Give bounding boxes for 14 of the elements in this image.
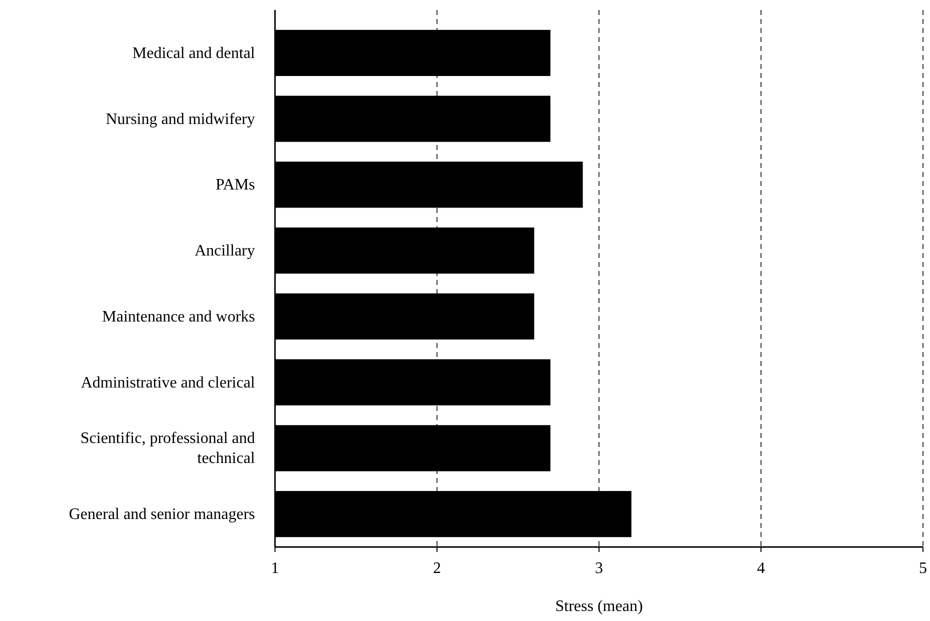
y-tick-label: Administrative and clerical bbox=[80, 374, 256, 392]
y-tick-label: Medical and dental bbox=[132, 44, 256, 62]
x-tick-label: 4 bbox=[757, 560, 765, 577]
x-tick-label: 2 bbox=[433, 560, 441, 577]
x-axis-title: Stress (mean) bbox=[555, 598, 643, 615]
y-tick-label: Ancillary bbox=[194, 242, 255, 260]
y-tick-label: Nursing and midwifery bbox=[106, 110, 255, 128]
y-tick-label: PAMs bbox=[216, 176, 255, 194]
y-tick-label: General and senior managers bbox=[68, 506, 255, 524]
x-tick-label: 1 bbox=[271, 560, 279, 577]
x-tick-label: 5 bbox=[919, 560, 927, 577]
x-tick-label: 3 bbox=[595, 560, 603, 577]
y-tick-label: Maintenance and works bbox=[102, 308, 255, 326]
y-tick-label: Scientific, professional and technical bbox=[80, 430, 256, 468]
